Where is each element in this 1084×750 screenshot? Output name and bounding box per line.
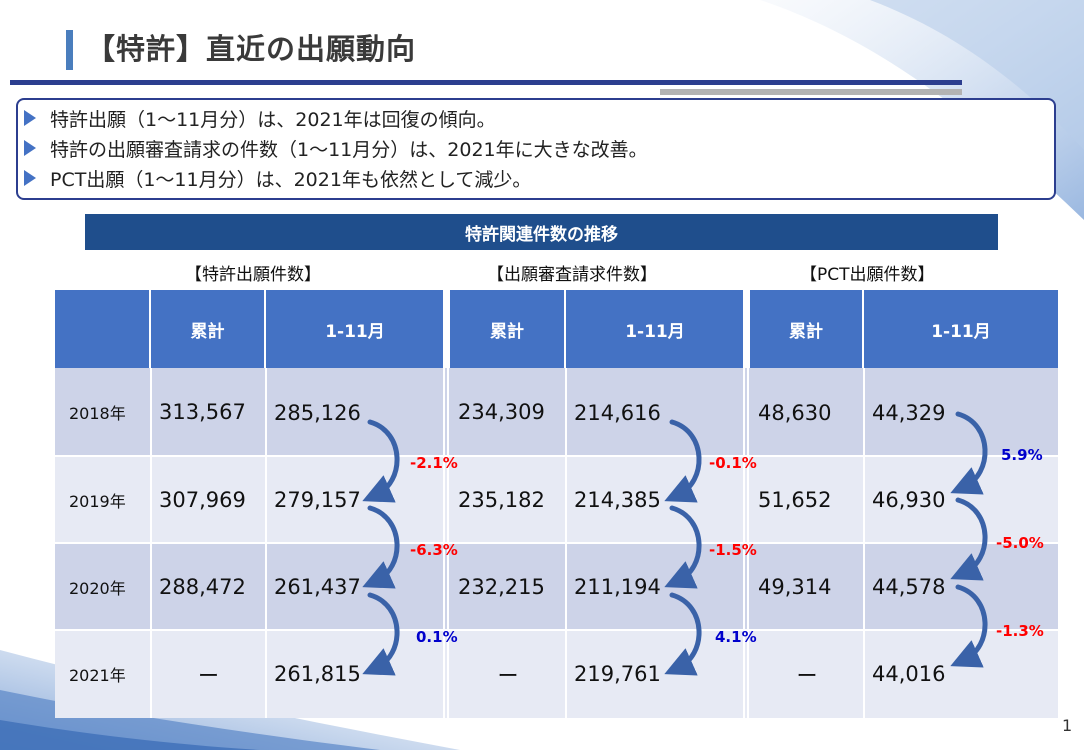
change-label: 5.9% <box>1001 446 1043 464</box>
summary-box: 特許出願（1～11月分）は、2021年は回復の傾向。 特許の出願審査請求の件数（… <box>16 98 1056 200</box>
column-divider <box>447 290 449 718</box>
header-corner <box>55 290 151 368</box>
summary-text: PCT出願（1～11月分）は、2021年も依然として減少。 <box>50 168 532 191</box>
summary-text: 特許の出願審査請求の件数（1～11月分）は、2021年に大きな改善。 <box>50 138 648 161</box>
value-cell: 235,182 <box>450 456 566 543</box>
value-cell: 214,616 <box>566 368 750 456</box>
value-cell: ー <box>151 630 266 718</box>
column-divider <box>743 290 745 718</box>
value-cell: 219,761 <box>566 630 750 718</box>
change-label: 0.1% <box>416 628 458 646</box>
row-divider <box>55 629 1058 631</box>
summary-bullet: 特許の出願審査請求の件数（1～11月分）は、2021年に大きな改善。 <box>24 133 1054 163</box>
bullet-triangle-icon <box>24 110 36 126</box>
group-label-pct: 【PCT出願件数】 <box>800 265 935 285</box>
value-cell: 279,157 <box>266 456 450 543</box>
value-cell: 44,578 <box>864 543 1058 630</box>
row-divider <box>55 455 1058 457</box>
header-jan-nov: 1-11月 <box>266 290 446 368</box>
summary-bullet: 特許出願（1～11月分）は、2021年は回復の傾向。 <box>24 103 1054 133</box>
change-label: 4.1% <box>715 628 757 646</box>
year-cell: 2020年 <box>55 543 151 630</box>
row-divider <box>55 542 1058 544</box>
value-cell: 44,016 <box>864 630 1058 718</box>
summary-bullet: PCT出願（1～11月分）は、2021年も依然として減少。 <box>24 163 1054 193</box>
change-label: -2.1% <box>410 454 458 472</box>
year-cell: 2018年 <box>55 368 151 456</box>
value-cell: 48,630 <box>750 368 864 456</box>
section-title: 特許関連件数の推移 <box>85 214 998 250</box>
bullet-triangle-icon <box>24 140 36 156</box>
header-jan-nov: 1-11月 <box>864 290 1058 368</box>
summary-text: 特許出願（1～11月分）は、2021年は回復の傾向。 <box>50 108 496 131</box>
value-cell: 234,309 <box>450 368 566 456</box>
title-underline <box>10 80 962 85</box>
value-cell: 307,969 <box>151 456 266 543</box>
value-cell: 214,385 <box>566 456 750 543</box>
column-divider <box>443 290 445 718</box>
value-cell: 313,567 <box>151 368 266 456</box>
value-cell: 49,314 <box>750 543 864 630</box>
value-cell: 46,930 <box>864 456 1058 543</box>
change-label: -1.5% <box>709 541 757 559</box>
header-cumulative: 累計 <box>450 290 566 368</box>
year-cell: 2019年 <box>55 456 151 543</box>
page-title: 【特許】直近の出願動向 <box>86 32 417 66</box>
change-label: -6.3% <box>410 541 458 559</box>
header-cumulative: 累計 <box>151 290 266 368</box>
header-cumulative: 累計 <box>750 290 864 368</box>
value-cell: 285,126 <box>266 368 450 456</box>
value-cell: 288,472 <box>151 543 266 630</box>
value-cell: 51,652 <box>750 456 864 543</box>
title-accent-bar <box>66 30 73 70</box>
change-label: -1.3% <box>996 622 1044 640</box>
change-label: -5.0% <box>996 534 1044 552</box>
value-cell: 261,437 <box>266 543 450 630</box>
page-number: 1 <box>1062 716 1073 735</box>
bullet-triangle-icon <box>24 170 36 186</box>
value-cell: 211,194 <box>566 543 750 630</box>
stats-table: 累計 1-11月 累計 1-11月 累計 1-11月 2018年 313,567… <box>55 290 1058 718</box>
value-cell: 232,215 <box>450 543 566 630</box>
group-label-exam: 【出願審査請求件数】 <box>487 265 657 285</box>
value-cell: 44,329 <box>864 368 1058 456</box>
group-label-patent: 【特許出願件数】 <box>185 265 321 285</box>
value-cell: 261,815 <box>266 630 450 718</box>
change-label: -0.1% <box>709 454 757 472</box>
column-divider <box>747 290 749 718</box>
value-cell: ー <box>750 630 864 718</box>
value-cell: ー <box>450 630 566 718</box>
header-jan-nov: 1-11月 <box>566 290 746 368</box>
year-cell: 2021年 <box>55 630 151 718</box>
title-underline-gray <box>660 89 962 95</box>
